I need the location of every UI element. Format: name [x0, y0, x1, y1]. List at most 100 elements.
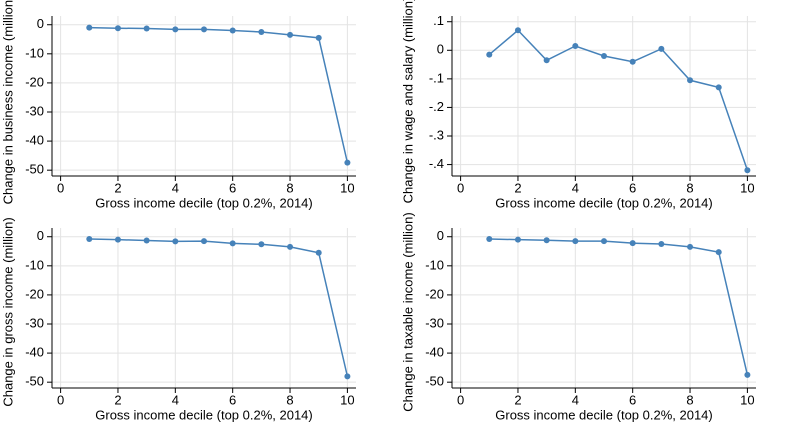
y-axis-label: Change in taxable income (million)	[400, 212, 415, 411]
x-tick-label: 4	[572, 180, 579, 195]
data-point	[629, 240, 636, 247]
data-point	[543, 237, 550, 244]
panel: 0 -10 -20 -30 -40 -50 0 2 4 6 8 10 Gross income deci…	[0, 0, 356, 210]
x-tick-label: 0	[57, 180, 64, 195]
data-point	[258, 29, 265, 35]
x-tick-label: 0	[457, 392, 464, 407]
x-tick-label: 2	[514, 180, 521, 195]
data-point	[114, 25, 121, 32]
x-axis-label: Gross income decile (top 0.2%, 2014)	[95, 195, 313, 210]
y-tick-label: 0	[37, 228, 44, 243]
data-line	[489, 238, 749, 376]
x-tick-label: 2	[114, 392, 121, 407]
data-point	[601, 238, 607, 245]
x-tick-label: 4	[572, 392, 579, 407]
data-point	[143, 237, 150, 244]
data-point	[229, 27, 236, 34]
y-tick-label: -.2	[429, 99, 444, 114]
data-point	[601, 53, 607, 59]
data-point	[114, 236, 121, 243]
y-tick-label: -20	[25, 74, 44, 89]
y-tick-label: .1	[433, 13, 444, 28]
x-tick-label: 4	[172, 180, 179, 195]
y-tick-label: -30	[425, 315, 444, 330]
data-point	[172, 26, 179, 33]
x-tick-label: 8	[686, 180, 693, 195]
y-axis-label: Change in business income (million)	[0, 0, 15, 204]
data-point	[201, 238, 207, 245]
x-tick-label: 10	[340, 392, 354, 407]
data-point	[715, 84, 722, 91]
y-tick-label: -30	[25, 315, 44, 330]
data-point	[172, 238, 179, 245]
data-point	[287, 243, 294, 250]
y-tick-label: -20	[25, 286, 44, 301]
y-tick-label: -.1	[429, 70, 444, 85]
y-tick-label: -40	[25, 345, 44, 360]
x-tick-label: 6	[629, 180, 636, 195]
y-tick-label: -50	[25, 374, 44, 389]
panel: 0 -10 -20 -30 -40 -50 0 2 4 6 8 10 Gross income deci…	[400, 212, 756, 422]
data-line	[89, 26, 349, 163]
panel: 0 -10 -20 -30 -40 -50 0 2 4 6 8 10 Gross income deci…	[0, 217, 356, 422]
data-point	[229, 240, 236, 247]
data-point	[287, 31, 294, 38]
data-point	[687, 243, 694, 250]
x-tick-label: 6	[629, 392, 636, 407]
data-line	[488, 29, 749, 171]
x-tick-label: 10	[340, 180, 354, 195]
data-point	[629, 58, 636, 65]
x-tick-label: 4	[172, 392, 179, 407]
data-point	[258, 241, 265, 248]
data-point	[86, 24, 93, 31]
data-point	[514, 236, 521, 243]
y-tick-label: -10	[25, 257, 44, 272]
x-tick-label: 2	[514, 392, 521, 407]
y-tick-label: -20	[425, 286, 444, 301]
x-tick-label: 8	[286, 180, 293, 195]
y-tick-label: -10	[425, 257, 444, 272]
data-point	[486, 51, 493, 58]
data-point	[344, 373, 351, 380]
data-point	[315, 249, 322, 256]
x-tick-label: 8	[686, 392, 693, 407]
data-point	[86, 236, 93, 243]
y-tick-label: -50	[25, 162, 44, 177]
data-point	[572, 238, 579, 245]
x-tick-label: 10	[740, 392, 754, 407]
x-tick-label: 0	[457, 180, 464, 195]
y-tick-label: -50	[425, 374, 444, 389]
y-tick-label: -40	[425, 345, 444, 360]
x-tick-label: 6	[229, 392, 236, 407]
data-point	[315, 34, 322, 41]
x-tick-label: 6	[229, 180, 236, 195]
x-axis-label: Gross income decile (top 0.2%, 2014)	[495, 407, 713, 422]
x-tick-label: 8	[286, 392, 293, 407]
x-axis-label: Gross income decile (top 0.2%, 2014)	[495, 195, 713, 210]
y-tick-label: -40	[25, 133, 44, 148]
y-axis-label: Change in gross income (million)	[0, 217, 15, 406]
x-axis-label: Gross income decile (top 0.2%, 2014)	[95, 407, 313, 422]
y-tick-label: -10	[25, 45, 44, 60]
y-tick-label: 0	[37, 16, 44, 31]
data-point	[201, 26, 207, 33]
data-point	[744, 371, 751, 378]
y-tick-label: 0	[437, 228, 444, 243]
data-line	[89, 238, 349, 377]
data-point	[715, 249, 722, 256]
x-tick-label: 2	[114, 180, 121, 195]
data-point	[744, 167, 751, 174]
y-tick-label: -30	[25, 103, 44, 118]
data-point	[486, 236, 493, 243]
x-tick-label: 0	[57, 392, 64, 407]
panel: .1 0 -.1 -.2 -.3 -.4 0 2 4 6 8 10 Gross income decil…	[400, 0, 756, 210]
y-tick-label: -.4	[429, 156, 444, 171]
data-point	[143, 25, 150, 32]
y-tick-label: 0	[437, 42, 444, 57]
data-point	[344, 159, 351, 166]
data-point	[658, 241, 665, 247]
data-point	[543, 57, 550, 64]
data-point	[514, 27, 521, 34]
y-tick-label: -.3	[429, 127, 444, 142]
